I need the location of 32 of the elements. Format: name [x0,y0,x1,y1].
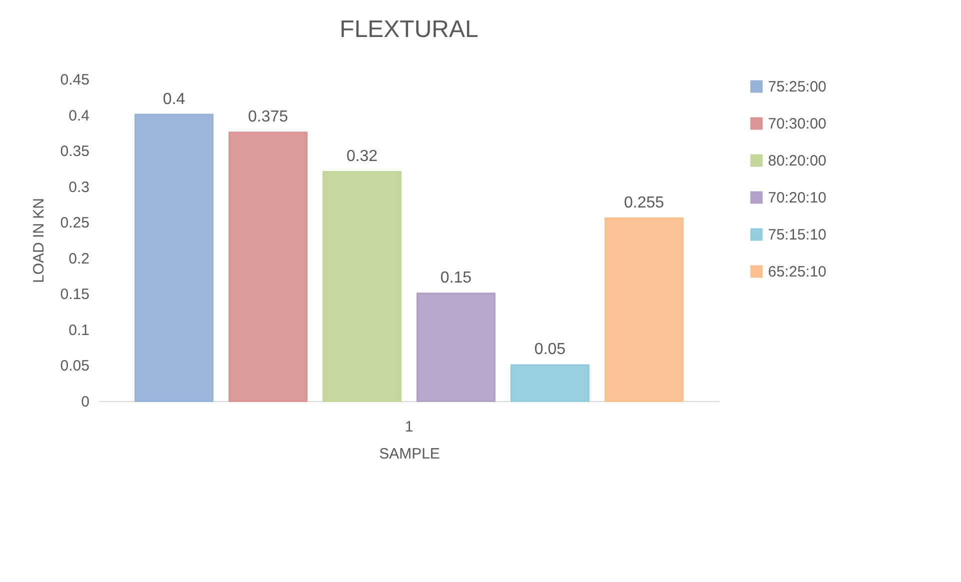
bar [134,114,214,402]
legend-label: 70:20:10 [768,190,826,206]
y-tick-label: 0.15 [60,286,90,304]
legend-label: 80:20:00 [768,152,826,170]
y-tick-label: 0.05 [60,358,90,375]
bar [604,218,684,402]
x-tick-label: 1 [404,418,414,436]
data-label: 0.4 [162,90,186,108]
y-tick-label: 0.4 [68,107,90,124]
legend-label: 70:30:00 [768,116,826,132]
y-tick-label: 0.35 [60,143,90,160]
bar [510,364,590,402]
x-axis-title: SAMPLE [379,446,440,462]
y-tick-label: 0.3 [68,178,90,196]
chart-title: FLEXTURAL [340,16,478,43]
bar [228,132,308,402]
data-label: 0.15 [440,270,472,287]
legend-label: 75:25:00 [768,78,826,96]
legend-label: 65:25:10 [768,264,826,280]
y-tick-label: 0.25 [60,214,90,232]
bar [322,171,402,402]
data-label: 0.32 [346,148,378,166]
y-tick-label: 0.2 [68,250,90,268]
y-axis-title: LOAD IN KN [30,198,48,284]
y-tick-label: 0.45 [60,72,90,88]
y-tick-label: 0 [81,394,90,410]
data-label: 0.05 [534,341,566,358]
data-label: 0.255 [624,194,664,212]
bar [416,292,496,402]
data-label: 0.375 [248,108,288,126]
y-tick-label: 0.1 [68,322,90,339]
legend-label: 75:15:10 [768,226,826,244]
